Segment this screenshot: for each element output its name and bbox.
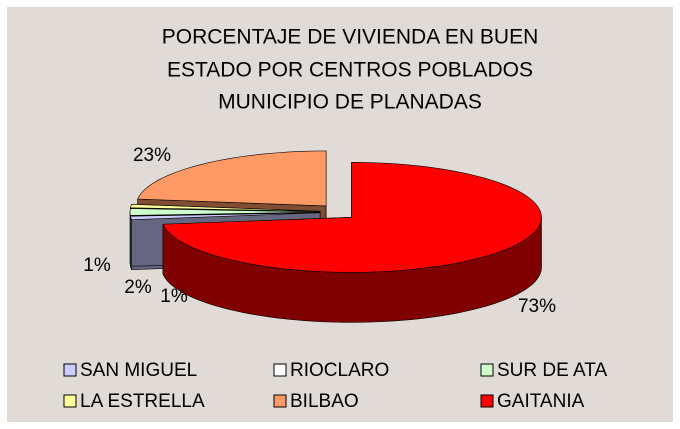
data-label: 1% (160, 286, 188, 307)
slice (129, 208, 321, 216)
chart-title: ESTADO POR CENTROS POBLADOS (167, 59, 533, 82)
slice (137, 150, 327, 207)
slice (162, 162, 542, 323)
data-label: 73% (518, 296, 556, 317)
chart-area (7, 7, 673, 422)
data-label: 23% (133, 145, 171, 166)
legend-label: GAITANIA (497, 391, 585, 412)
data-label: 2% (124, 277, 152, 298)
legend-swatch (480, 363, 494, 377)
legend-swatch (273, 394, 287, 408)
slice (130, 212, 321, 220)
legend-label: RIOCLARO (290, 360, 389, 381)
legend-swatch (273, 363, 287, 377)
legend-swatch (480, 394, 494, 408)
slice (162, 162, 542, 273)
legend-swatch (63, 394, 77, 408)
slice-side (130, 216, 132, 270)
legend-label: BILBAO (290, 391, 359, 412)
slice (130, 204, 321, 212)
chart-title: MUNICIPIO DE PLANADAS (218, 91, 482, 114)
chart-title: PORCENTAJE DE VIVIENDA EN BUEN (162, 26, 539, 49)
data-label: 1% (83, 255, 111, 276)
legend-swatch (63, 363, 77, 377)
legend-label: LA ESTRELLA (80, 391, 205, 412)
legend-label: SAN MIGUEL (80, 360, 197, 381)
legend-label: SUR DE ATA (497, 360, 607, 381)
